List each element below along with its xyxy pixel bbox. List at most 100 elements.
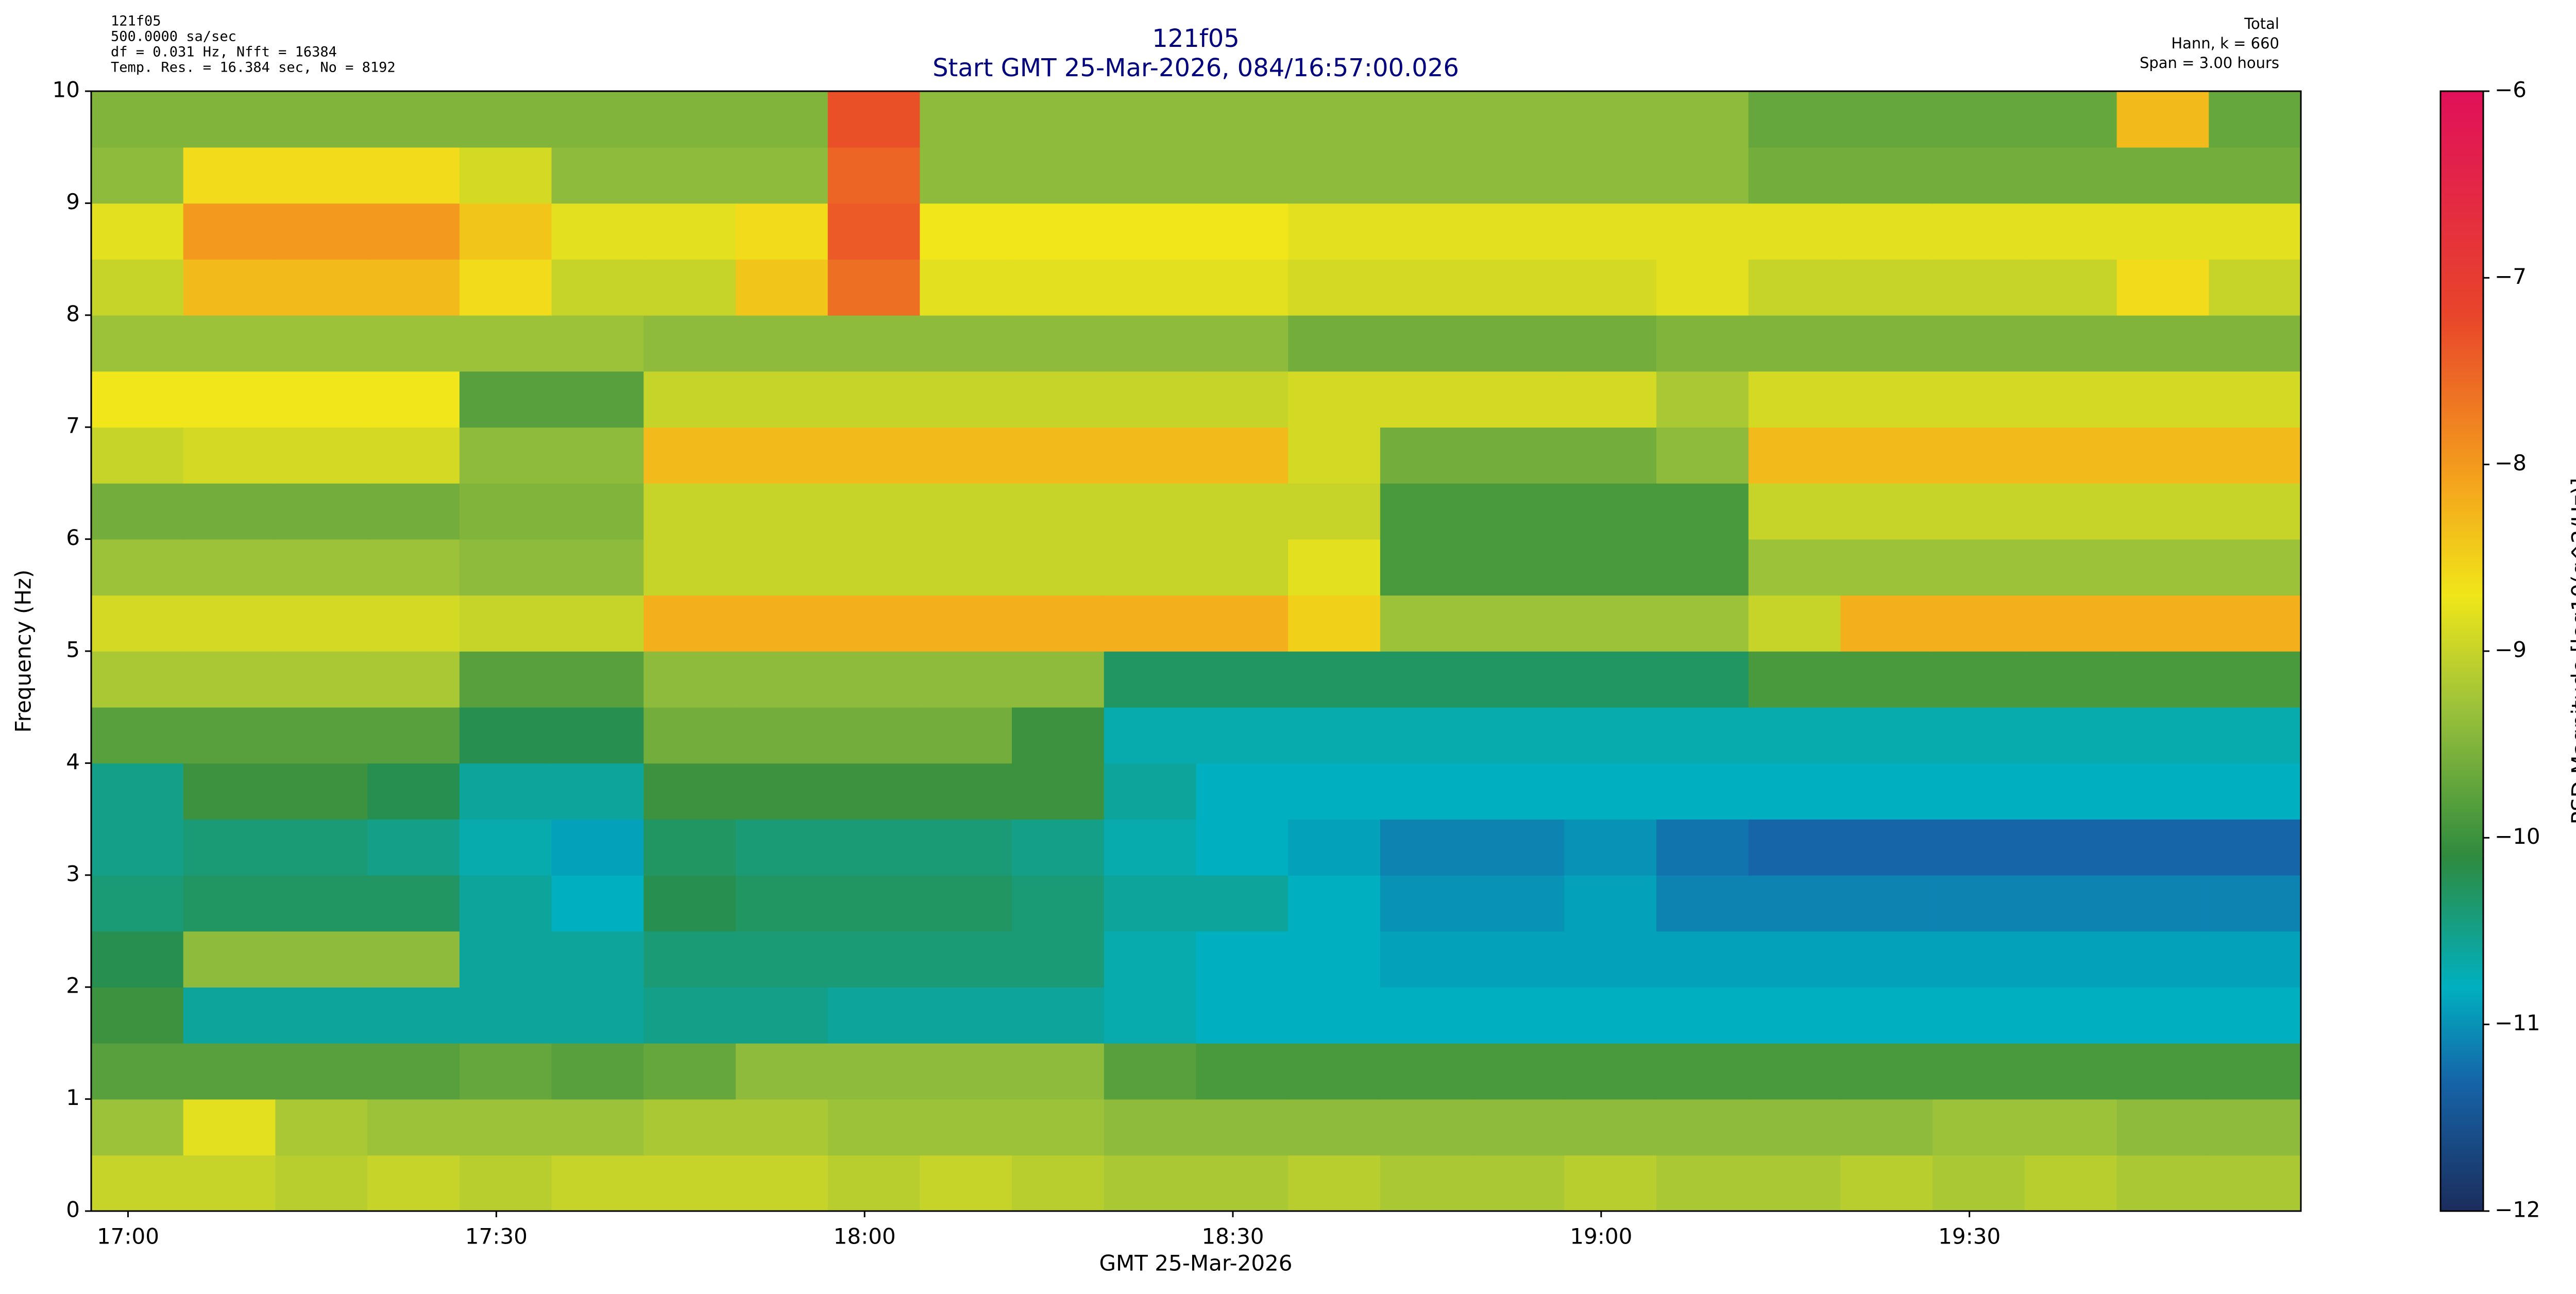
heatmap-cell <box>1656 539 1749 596</box>
x-tick-label: 19:00 <box>1570 1224 1632 1249</box>
heatmap-cell <box>1933 875 2025 932</box>
heatmap-cell <box>183 707 276 764</box>
heatmap-cell <box>2209 259 2301 316</box>
heatmap-cell <box>183 987 276 1044</box>
heatmap-cell <box>183 1099 276 1156</box>
heatmap-cell <box>1564 371 1657 428</box>
heatmap-cell <box>551 483 645 540</box>
heatmap-cell <box>459 91 552 148</box>
heatmap-cell <box>367 931 460 987</box>
heatmap-cell <box>367 1043 460 1100</box>
heatmap-cell <box>1564 91 1657 148</box>
heatmap-cell <box>827 931 921 987</box>
heatmap-cell <box>1012 315 1105 372</box>
heatmap-cell <box>1196 427 1289 484</box>
heatmap-cell <box>643 203 736 260</box>
heatmap-cell <box>2209 1099 2301 1156</box>
colorbar-tick-label: −8 <box>2495 450 2527 475</box>
heatmap-cell <box>1748 651 1841 708</box>
heatmap-cell <box>275 91 368 148</box>
heatmap-cell <box>1564 987 1657 1044</box>
heatmap-cell <box>1748 987 1841 1044</box>
heatmap-cell <box>1104 427 1197 484</box>
heatmap-cell <box>2209 819 2301 876</box>
heatmap-cell <box>1656 427 1749 484</box>
heatmap-cell <box>2024 483 2117 540</box>
heatmap-cell <box>91 651 184 708</box>
heatmap-cell <box>1656 1155 1749 1212</box>
heatmap-cell <box>1933 931 2025 987</box>
heatmap-cell <box>1748 371 1841 428</box>
heatmap-cell <box>2116 315 2210 372</box>
heatmap-cell <box>1012 1043 1105 1100</box>
y-tick-label: 3 <box>66 861 80 886</box>
heatmap-cell <box>2116 1099 2210 1156</box>
heatmap-cell <box>735 315 828 372</box>
heatmap-cell <box>1288 875 1381 932</box>
heatmap-cell <box>1196 931 1289 987</box>
heatmap-cell <box>827 91 921 148</box>
heatmap-cell <box>275 987 368 1044</box>
info-text: Temp. Res. = 16.384 sec, No = 8192 <box>111 60 396 76</box>
heatmap-cell <box>275 875 368 932</box>
heatmap-cell <box>2209 875 2301 932</box>
y-tick-label: 6 <box>66 525 80 550</box>
heatmap-cell <box>1840 315 1933 372</box>
heatmap-cell <box>183 595 276 652</box>
heatmap-cell <box>1288 371 1381 428</box>
heatmap-cell <box>735 259 828 316</box>
heatmap-cell <box>1472 147 1565 204</box>
heatmap-cell <box>1196 1155 1289 1212</box>
heatmap-cell <box>551 875 645 932</box>
heatmap-cell <box>827 763 921 820</box>
heatmap-cell <box>367 595 460 652</box>
heatmap-cell <box>920 595 1012 652</box>
heatmap-cell <box>1840 651 1933 708</box>
heatmap-cell <box>920 147 1012 204</box>
heatmap-cell <box>1104 371 1197 428</box>
x-tick-label: 18:30 <box>1201 1224 1264 1249</box>
y-tick-label: 7 <box>66 413 80 438</box>
heatmap-cell <box>459 203 552 260</box>
heatmap-cell <box>643 315 736 372</box>
heatmap-cell <box>827 539 921 596</box>
heatmap-cell <box>1472 315 1565 372</box>
heatmap-cell <box>735 875 828 932</box>
heatmap-cell <box>2024 203 2117 260</box>
heatmap-cell <box>459 819 552 876</box>
heatmap-cell <box>275 1043 368 1100</box>
heatmap-cell <box>1288 595 1381 652</box>
y-tick-label: 10 <box>53 77 80 103</box>
heatmap-cell <box>827 595 921 652</box>
heatmap-cell <box>1472 483 1565 540</box>
heatmap-cell <box>2209 707 2301 764</box>
heatmap-cell <box>827 147 921 204</box>
heatmap-cell <box>183 315 276 372</box>
heatmap-cell <box>1012 1099 1105 1156</box>
heatmap-cell <box>1933 707 2025 764</box>
heatmap-cell <box>1656 875 1749 932</box>
colorbar-tick-label: −6 <box>2495 77 2527 103</box>
heatmap-cell <box>2209 483 2301 540</box>
heatmap-cell <box>367 1099 460 1156</box>
heatmap-cell <box>1840 1099 1933 1156</box>
heatmap-cell <box>1380 483 1473 540</box>
heatmap-cell <box>275 931 368 987</box>
heatmap-cell <box>1012 91 1105 148</box>
heatmap-cell <box>1380 315 1473 372</box>
heatmap-cell <box>459 483 552 540</box>
heatmap-cell <box>1840 1043 1933 1100</box>
heatmap-cell <box>920 875 1012 932</box>
heatmap-cell <box>1933 203 2025 260</box>
heatmap-cell <box>459 595 552 652</box>
heatmap-cell <box>1288 651 1381 708</box>
heatmap-cell <box>551 203 645 260</box>
heatmap-cell <box>2116 483 2210 540</box>
heatmap-cell <box>551 987 645 1044</box>
heatmap-cell <box>735 1099 828 1156</box>
heatmap-cell <box>1472 1155 1565 1212</box>
heatmap-cell <box>551 1155 645 1212</box>
colorbar-tick-label: −11 <box>2495 1010 2540 1035</box>
heatmap-cell <box>275 315 368 372</box>
heatmap-cell <box>2116 147 2210 204</box>
